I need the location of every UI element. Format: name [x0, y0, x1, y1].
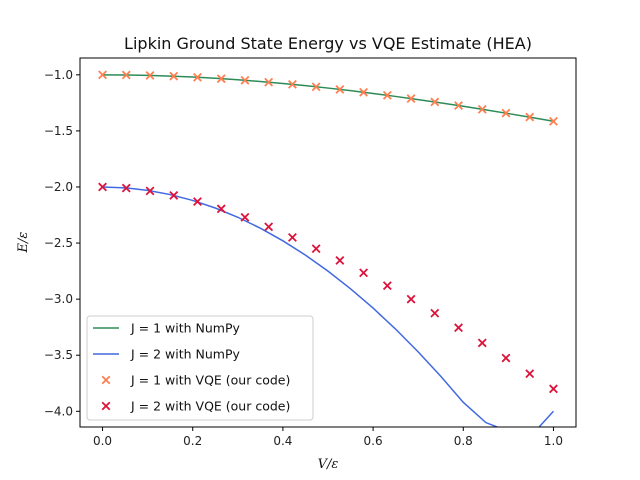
- x-tick-label: 0.0: [93, 434, 112, 448]
- legend-marker-swatch: [101, 375, 111, 385]
- data-point: [525, 369, 535, 379]
- data-point: [382, 90, 392, 100]
- y-tick-label: −2.0: [44, 180, 73, 194]
- data-point: [193, 197, 202, 206]
- data-point: [549, 116, 558, 126]
- data-point: [240, 75, 250, 85]
- x-tick-label: 0.6: [364, 434, 383, 448]
- x-tick-label: 0.8: [454, 434, 473, 448]
- data-point: [359, 268, 369, 278]
- y-tick-label: −2.5: [44, 236, 73, 250]
- axis-ticks: 0.0 0.2 0.4 0.6 0.8 1.0 −1.0 −1.5 −2.0 −2.5 −3.0 −3…: [44, 68, 563, 448]
- data-point: [311, 82, 321, 92]
- series-line-1: [102, 74, 554, 123]
- data-point: [98, 182, 107, 192]
- y-axis-label: E/ε: [16, 232, 31, 254]
- chart-title: Lipkin Ground State Energy vs VQE Estima…: [124, 34, 532, 53]
- data-point: [287, 79, 297, 89]
- series-points-3: [98, 70, 558, 126]
- series-line-2: [102, 186, 555, 427]
- data-point: [145, 186, 155, 196]
- data-point: [477, 338, 487, 348]
- data-point: [98, 70, 107, 80]
- plot-frame: [79, 57, 577, 428]
- legend: J = 1 with NumPy J = 2 with NumPy J = 1 wi…: [86, 315, 314, 421]
- y-tick-label: −3.0: [44, 292, 73, 306]
- legend-item-1: J = 1 with NumPy: [93, 321, 241, 336]
- plot-area: [98, 70, 558, 427]
- data-point: [454, 323, 463, 333]
- data-point: [406, 94, 416, 104]
- data-point: [525, 112, 535, 122]
- y-tick-label: −1.5: [44, 124, 73, 138]
- legend-label: J = 1 with NumPy: [130, 321, 241, 336]
- data-point: [121, 183, 131, 193]
- legend-item-2: J = 2 with NumPy: [93, 347, 241, 362]
- data-point: [121, 70, 131, 80]
- data-point: [311, 244, 321, 254]
- data-point: [454, 101, 463, 111]
- legend-label: J = 1 with VQE (our code): [130, 373, 290, 388]
- data-point: [264, 222, 274, 232]
- data-point: [193, 72, 202, 82]
- data-point: [477, 104, 487, 114]
- x-tick-label: 1.0: [544, 434, 563, 448]
- data-point: [430, 308, 440, 318]
- data-point: [335, 84, 345, 94]
- data-point: [382, 281, 392, 291]
- y-tick-label: −3.5: [44, 348, 73, 362]
- data-point: [145, 71, 155, 80]
- data-point: [287, 233, 297, 242]
- data-point: [359, 87, 369, 97]
- data-point: [240, 212, 250, 222]
- y-tick-label: −4.0: [44, 404, 73, 418]
- legend-label: J = 2 with NumPy: [130, 347, 241, 362]
- data-point: [406, 294, 416, 304]
- legend-item-4: J = 2 with VQE (our code): [101, 399, 290, 414]
- data-point: [264, 77, 274, 87]
- data-point: [169, 190, 179, 200]
- x-axis-label: V/ε: [318, 457, 339, 472]
- data-point: [216, 74, 226, 84]
- legend-marker-swatch: [101, 401, 111, 411]
- data-point: [169, 71, 179, 81]
- data-point: [335, 256, 345, 265]
- data-point: [501, 353, 511, 363]
- series-points-4: [98, 182, 558, 394]
- series-layer: [98, 70, 558, 427]
- x-tick-label: 0.2: [183, 434, 202, 448]
- data-point: [430, 97, 440, 107]
- legend-label: J = 2 with VQE (our code): [130, 399, 290, 414]
- legend-box: [86, 315, 314, 421]
- data-point: [216, 204, 226, 214]
- data-point: [501, 108, 511, 118]
- x-tick-label: 0.4: [273, 434, 292, 448]
- data-point: [549, 384, 558, 394]
- legend-item-3: J = 1 with VQE (our code): [101, 373, 290, 388]
- y-tick-label: −1.0: [44, 68, 73, 82]
